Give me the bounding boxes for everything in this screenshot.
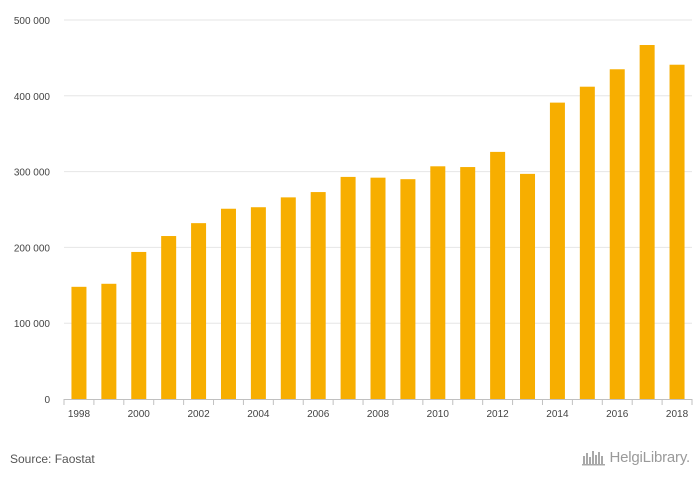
bar-2014 [549, 102, 565, 399]
x-tick-label: 2008 [367, 409, 390, 420]
bar-2010 [430, 166, 446, 399]
x-tick-label: 2016 [606, 409, 629, 420]
bar-2004 [250, 207, 266, 399]
x-tick-label: 2004 [247, 409, 270, 420]
bar-2016 [609, 69, 625, 400]
bar-2006 [310, 192, 326, 399]
x-tick-label: 2018 [666, 409, 689, 420]
bar-2001 [161, 236, 177, 399]
y-tick-label: 0 [44, 395, 50, 406]
x-tick-label: 2010 [427, 409, 450, 420]
y-tick-label: 100 000 [14, 319, 51, 330]
bar-2015 [579, 86, 595, 399]
y-tick-label: 400 000 [14, 92, 51, 103]
bar-chart: 0 100 000 200 000 300 000 400 000 500 000 1998… [14, 16, 693, 420]
brand-logo[interactable]: HelgiLibrary. [581, 448, 691, 466]
bar-1998 [71, 286, 87, 399]
y-tick-label: 300 000 [14, 168, 51, 179]
bar-1999 [101, 283, 117, 399]
x-tick-label: 2000 [128, 409, 151, 420]
source-label: Source: Faostat [10, 452, 95, 466]
brand-name: HelgiLibrary. [609, 448, 691, 466]
bar-2000 [131, 251, 147, 399]
bar-2012 [490, 151, 506, 399]
bar-2018 [669, 64, 685, 400]
x-tick-label: 1998 [68, 409, 91, 420]
bar-2011 [460, 167, 476, 399]
bar-2017 [639, 45, 655, 399]
bar-2003 [220, 208, 236, 399]
bar-2009 [400, 179, 416, 399]
y-tick-label: 200 000 [14, 243, 51, 254]
bar-2008 [370, 177, 386, 399]
x-tick-label: 2012 [486, 409, 509, 420]
bar-2005 [280, 197, 296, 399]
x-tick-label: 2006 [307, 409, 330, 420]
library-skyline-icon [581, 451, 605, 466]
bar-2002 [191, 223, 207, 399]
x-tick-label: 2002 [187, 409, 210, 420]
bar-2013 [520, 173, 536, 399]
chart-area: 0 100 000 200 000 300 000 400 000 500 000 1998… [14, 16, 693, 420]
x-tick-label: 2014 [546, 409, 569, 420]
footer: Source: Faostat HelgiLibrary. [0, 440, 700, 483]
y-tick-label: 500 000 [14, 16, 51, 27]
bar-2007 [340, 176, 356, 399]
